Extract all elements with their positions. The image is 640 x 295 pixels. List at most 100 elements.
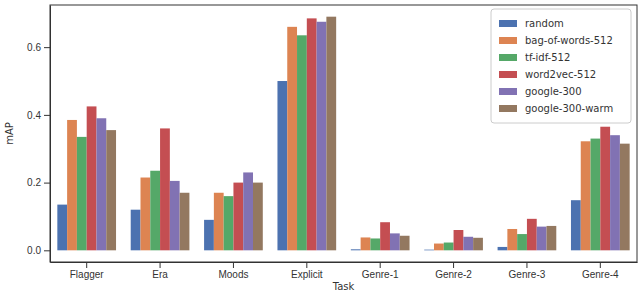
bar: [434, 244, 444, 251]
legend-item: tf-idf-512: [499, 52, 570, 63]
tick-label: Genre-2: [435, 269, 472, 280]
bar: [390, 233, 400, 250]
tick-label: 0.2: [27, 177, 41, 188]
tick: Genre-2: [435, 262, 472, 280]
legend-item: bag-of-words-512: [499, 35, 613, 46]
tick-label: Era: [152, 269, 168, 280]
tick: 0.4: [27, 110, 50, 121]
tick-label: Explicit: [291, 269, 323, 280]
x-axis: Flagger Era Moods Explicit Genre-1 Genre-2 Gen…: [51, 262, 638, 280]
bar: [317, 22, 327, 251]
bar: [160, 128, 170, 250]
bar: [473, 238, 483, 251]
tick-label: Flagger: [70, 269, 105, 280]
tick-label: 0.4: [27, 110, 41, 121]
tick-mark: [44, 115, 50, 116]
legend-swatch: [499, 54, 517, 61]
bar: [297, 35, 307, 250]
legend-swatch: [499, 105, 517, 112]
legend-item: google-300-warm: [499, 103, 613, 114]
bar: [380, 222, 390, 250]
bar: [214, 193, 224, 251]
legend-label: google-300: [525, 86, 582, 97]
bar: [361, 237, 371, 250]
plot: 0.0 0.2 0.4 0.6 Flagger Era Moods Explicit Genre…: [27, 5, 637, 280]
bar: [233, 183, 243, 251]
tick: 0.2: [27, 177, 50, 188]
bar: [581, 141, 591, 250]
bar: [400, 236, 410, 251]
bar: [610, 135, 620, 250]
legend-item: word2vec-512: [499, 69, 596, 80]
bar: [507, 229, 517, 250]
bar: [307, 18, 317, 250]
tick-label: 0.6: [27, 42, 41, 53]
tick-mark: [44, 250, 50, 251]
bar-series: [87, 18, 610, 250]
bar: [351, 249, 361, 250]
bar: [253, 183, 263, 251]
bar: [243, 172, 253, 250]
bar: [96, 118, 106, 250]
bar: [498, 247, 508, 250]
frame: [50, 5, 637, 262]
bar: [600, 127, 610, 251]
tick-label: Genre-3: [509, 269, 546, 280]
legend-item: random: [499, 18, 564, 29]
legend-swatch: [499, 37, 517, 44]
tick-label: Moods: [218, 269, 248, 280]
bar: [224, 196, 234, 250]
bar: [87, 106, 97, 250]
legend-label: bag-of-words-512: [525, 35, 613, 46]
bar: [204, 220, 214, 250]
bar: [571, 200, 581, 250]
tick: 0.0: [27, 245, 50, 256]
legend: random bag-of-words-512 tf-idf-512 word2vec…: [491, 9, 631, 123]
x-axis-title: Task: [332, 281, 355, 292]
bar: [454, 230, 464, 250]
tick-mark: [44, 47, 50, 48]
bar: [424, 249, 434, 251]
bar: [77, 137, 87, 250]
bar-series: [106, 17, 629, 251]
bar: [277, 81, 287, 250]
tick-mark: [526, 262, 527, 268]
legend-swatch: [499, 71, 517, 78]
tick: Era: [152, 262, 168, 280]
tick-mark: [306, 262, 307, 268]
bar: [67, 120, 77, 250]
bar: [106, 130, 116, 250]
legend-label: google-300-warm: [525, 103, 613, 114]
bar: [517, 234, 527, 250]
tick: Explicit: [291, 262, 323, 280]
chart: 0.0 0.2 0.4 0.6 Flagger Era Moods Explicit Genre…: [0, 0, 640, 295]
tick: 0.6: [27, 42, 50, 53]
y-axis-title: mAP: [4, 122, 15, 145]
bar: [131, 210, 141, 251]
legend-item: google-300: [499, 86, 582, 97]
tick-label: Genre-4: [582, 269, 619, 280]
bar: [140, 178, 150, 251]
legend-swatch: [499, 88, 517, 95]
tick-label: Genre-1: [362, 269, 399, 280]
tick-mark: [86, 262, 87, 268]
tick: Flagger: [70, 262, 105, 280]
legend-label: tf-idf-512: [525, 52, 570, 63]
bar: [57, 205, 67, 251]
tick-mark: [453, 262, 454, 268]
tick-mark: [160, 262, 161, 268]
bar: [537, 227, 547, 251]
bar: [370, 238, 380, 250]
bar: [170, 181, 180, 250]
legend-swatch: [499, 20, 517, 27]
tick: Genre-1: [362, 262, 399, 280]
legend-label: word2vec-512: [525, 69, 596, 80]
tick: Genre-3: [509, 262, 546, 280]
legend-box: [491, 9, 631, 123]
bar: [180, 193, 190, 251]
legend-label: random: [525, 18, 564, 29]
tick-mark: [600, 262, 601, 268]
bar: [444, 243, 454, 251]
bar: [591, 139, 601, 251]
tick-label: 0.0: [27, 245, 41, 256]
